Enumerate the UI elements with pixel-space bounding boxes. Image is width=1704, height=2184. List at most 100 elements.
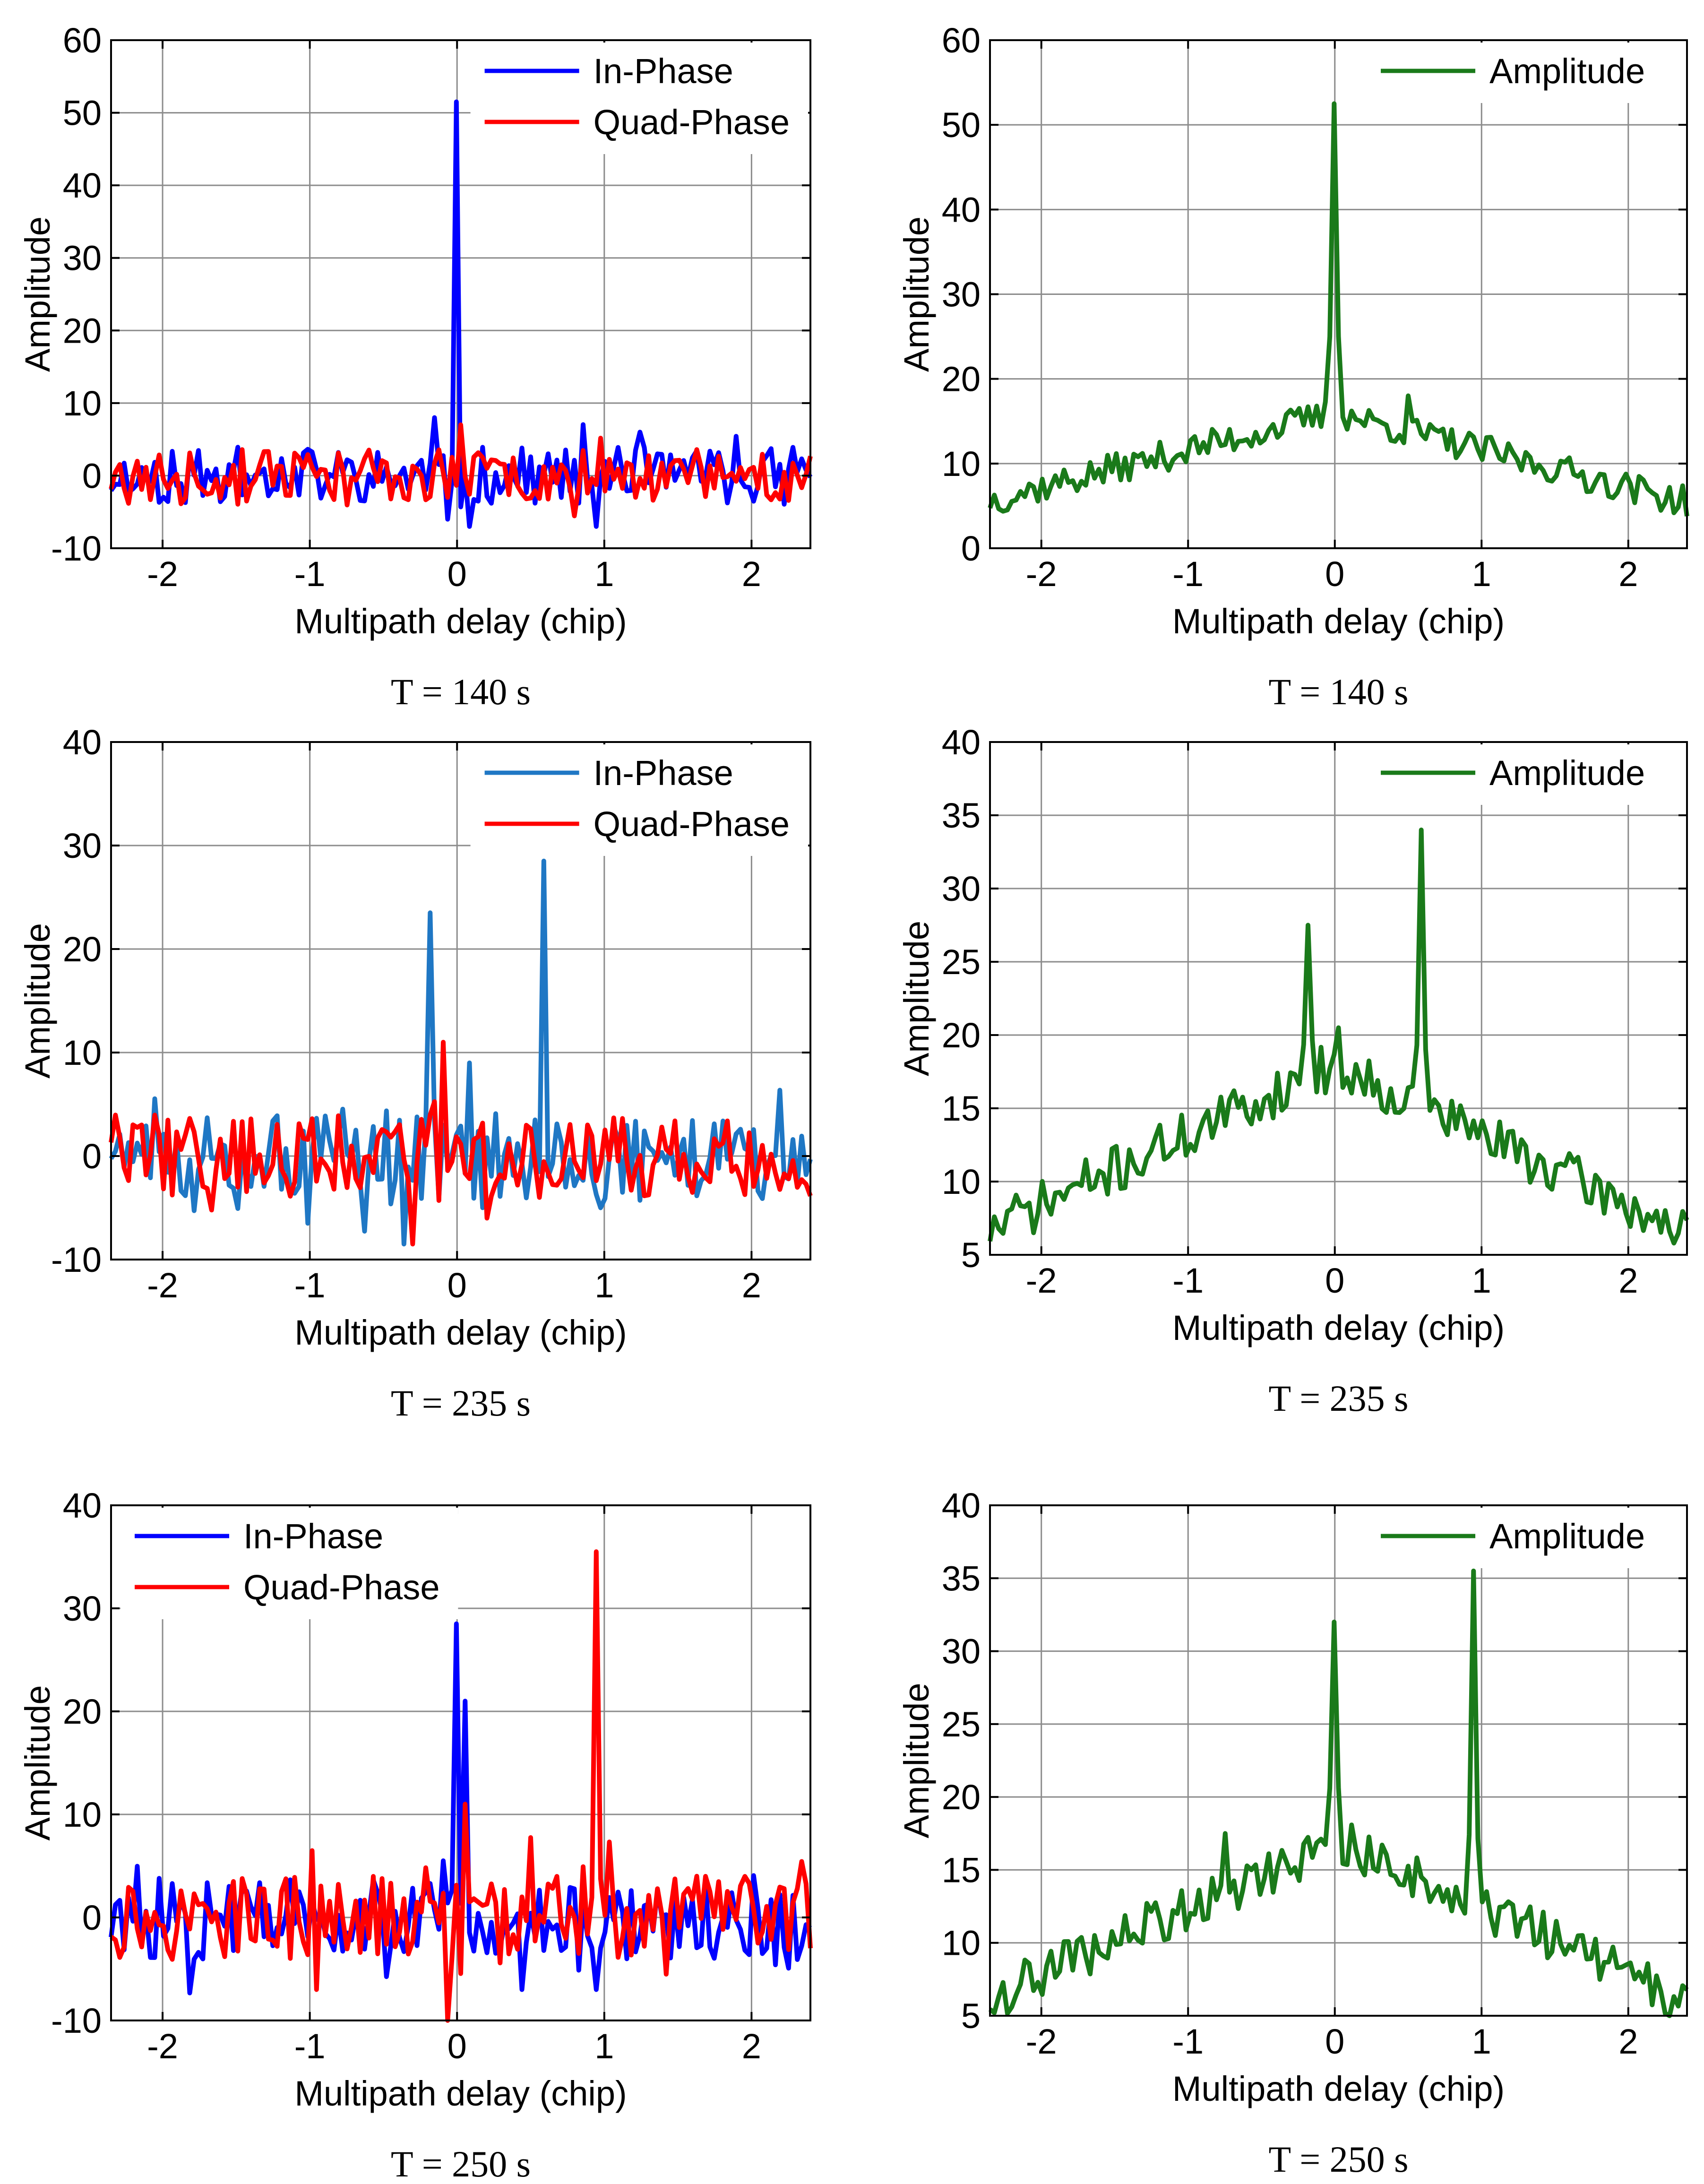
y-tick-label: 30 bbox=[942, 869, 981, 908]
panel-caption: T = 250 s bbox=[391, 2143, 531, 2184]
y-axis-label: Amplitude bbox=[897, 216, 936, 372]
y-tick-label: 60 bbox=[942, 21, 981, 60]
x-tick-label: 0 bbox=[448, 554, 467, 594]
y-tick-label: 50 bbox=[942, 105, 981, 145]
y-tick-label: -10 bbox=[51, 1240, 102, 1279]
y-tick-label: 15 bbox=[942, 1089, 981, 1128]
y-tick-label: 30 bbox=[942, 1632, 981, 1671]
axes-frame bbox=[110, 39, 811, 549]
x-tick-label: -1 bbox=[1172, 554, 1204, 594]
x-tick-label: 0 bbox=[1325, 554, 1344, 594]
legend: Amplitude bbox=[1367, 1508, 1685, 1568]
y-tick-label: 15 bbox=[942, 1850, 981, 1890]
x-tick-label: -1 bbox=[294, 554, 326, 594]
axes-frame bbox=[989, 1504, 1688, 2017]
axes-frame bbox=[989, 741, 1688, 1256]
legend: Amplitude bbox=[1367, 43, 1685, 103]
x-tick-label: 1 bbox=[594, 554, 614, 594]
y-axis-label: Amplitude bbox=[18, 923, 57, 1079]
y-tick-label: 40 bbox=[63, 166, 102, 205]
x-tick-label: -1 bbox=[1172, 1261, 1204, 1300]
y-tick-label: 25 bbox=[942, 1705, 981, 1744]
x-axis-label: Multipath delay (chip) bbox=[294, 1313, 627, 1352]
panel-caption: T = 235 s bbox=[1268, 1378, 1408, 1419]
x-tick-label: 1 bbox=[1472, 2022, 1491, 2061]
x-tick-label: -2 bbox=[1026, 554, 1057, 594]
y-tick-label: -10 bbox=[51, 2001, 102, 2040]
x-axis-label: Multipath delay (chip) bbox=[1172, 602, 1505, 641]
x-tick-label: 2 bbox=[1618, 1261, 1638, 1300]
panel-caption: T = 250 s bbox=[1268, 2139, 1408, 2180]
y-axis-label: Amplitude bbox=[18, 216, 57, 372]
legend: In-Phase Quad-Phase bbox=[120, 1508, 458, 1619]
x-tick-label: 0 bbox=[448, 1266, 467, 1305]
y-tick-label: 20 bbox=[63, 930, 102, 969]
x-tick-label: 0 bbox=[1325, 1261, 1344, 1300]
legend-label: In-Phase bbox=[594, 52, 733, 91]
y-tick-label: 35 bbox=[942, 796, 981, 835]
y-tick-label: 40 bbox=[942, 190, 981, 229]
y-tick-label: 40 bbox=[942, 723, 981, 762]
x-tick-label: -1 bbox=[1172, 2022, 1204, 2061]
legend-label: Amplitude bbox=[1489, 52, 1645, 91]
y-tick-label: 5 bbox=[961, 1996, 981, 2036]
y-tick-label: 30 bbox=[63, 1589, 102, 1628]
x-tick-label: 2 bbox=[742, 1266, 761, 1305]
x-tick-label: 1 bbox=[1472, 554, 1491, 594]
x-tick-label: -1 bbox=[294, 2027, 326, 2066]
y-tick-label: 0 bbox=[961, 529, 981, 568]
y-tick-label: 5 bbox=[961, 1235, 981, 1275]
x-axis-label: Multipath delay (chip) bbox=[294, 2074, 627, 2113]
y-tick-label: 40 bbox=[942, 1486, 981, 1525]
y-tick-label: 40 bbox=[63, 723, 102, 762]
y-tick-label: 40 bbox=[63, 1486, 102, 1525]
x-axis-label: Multipath delay (chip) bbox=[1172, 2069, 1505, 2108]
y-tick-label: 20 bbox=[942, 1016, 981, 1055]
x-tick-label: -2 bbox=[1026, 2022, 1057, 2061]
x-tick-label: -2 bbox=[147, 554, 178, 594]
series-line-amplitude bbox=[988, 828, 1689, 1246]
y-tick-label: -10 bbox=[51, 529, 102, 568]
legend: In-Phase Quad-Phase bbox=[470, 43, 808, 154]
y-tick-label: 30 bbox=[63, 239, 102, 278]
series-line-amplitude bbox=[988, 1568, 1689, 2018]
axes-frame bbox=[110, 1504, 811, 2021]
legend-label: In-Phase bbox=[243, 1517, 383, 1556]
x-tick-label: 1 bbox=[594, 1266, 614, 1305]
panel-caption: T = 140 s bbox=[1268, 671, 1408, 712]
legend-box bbox=[470, 744, 808, 856]
y-axis-label: Amplitude bbox=[897, 1683, 936, 1838]
x-tick-label: 0 bbox=[1325, 2022, 1344, 2061]
y-tick-label: 35 bbox=[942, 1559, 981, 1598]
y-tick-label: 20 bbox=[63, 311, 102, 350]
y-tick-label: 25 bbox=[942, 942, 981, 982]
y-tick-label: 20 bbox=[942, 360, 981, 399]
y-tick-label: 10 bbox=[942, 1924, 981, 1963]
axes-frame bbox=[110, 741, 811, 1260]
y-tick-label: 30 bbox=[63, 826, 102, 865]
legend-box bbox=[120, 1508, 458, 1619]
legend-label: Quad-Phase bbox=[243, 1568, 440, 1607]
legend-label: Quad-Phase bbox=[594, 103, 790, 142]
x-tick-label: 2 bbox=[742, 2027, 761, 2066]
x-tick-label: -2 bbox=[147, 1266, 178, 1305]
series-line-quad-phase bbox=[109, 422, 813, 518]
y-tick-label: 50 bbox=[63, 94, 102, 133]
y-tick-label: 10 bbox=[63, 384, 102, 423]
y-tick-label: 10 bbox=[63, 1033, 102, 1072]
x-tick-label: -2 bbox=[1026, 1261, 1057, 1300]
y-tick-label: 20 bbox=[942, 1778, 981, 1817]
y-axis-label: Amplitude bbox=[18, 1685, 57, 1840]
legend-label: Amplitude bbox=[1489, 1517, 1645, 1556]
y-tick-label: 0 bbox=[82, 456, 102, 495]
legend: In-Phase Quad-Phase bbox=[470, 744, 808, 856]
y-axis-label: Amplitude bbox=[897, 921, 936, 1076]
y-tick-label: 10 bbox=[63, 1795, 102, 1834]
series-line-amplitude bbox=[988, 101, 1689, 517]
series-line-quad-phase bbox=[110, 1549, 813, 2023]
series-line-in-phase bbox=[109, 99, 813, 529]
